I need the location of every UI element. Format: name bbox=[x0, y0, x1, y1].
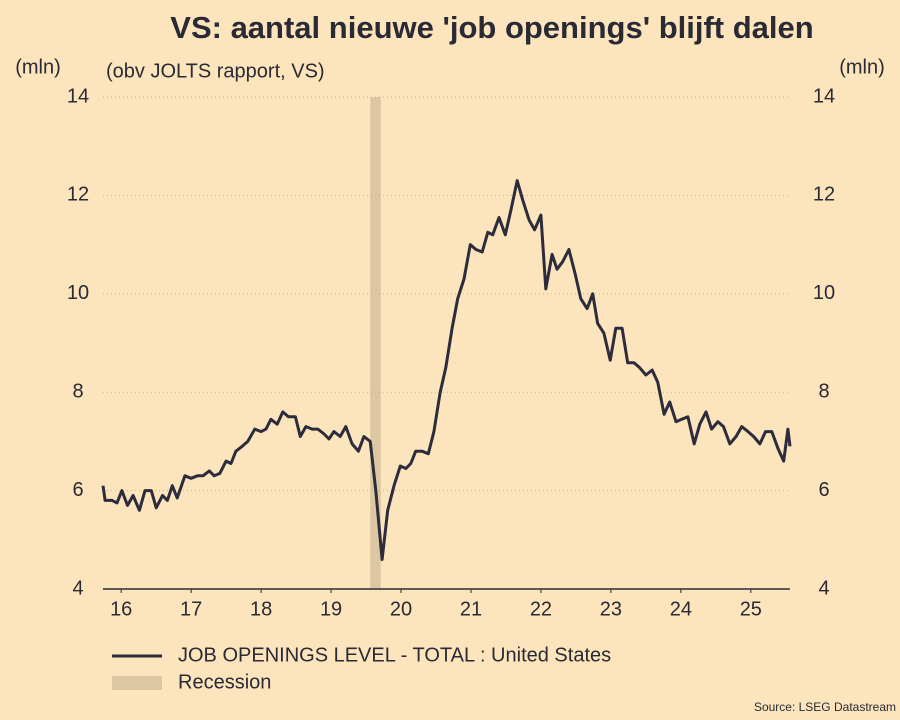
y2-axis-label: (mln) bbox=[839, 56, 885, 78]
legend-label: JOB OPENINGS LEVEL - TOTAL : United Stat… bbox=[178, 644, 611, 666]
x-tick-label: 17 bbox=[180, 598, 202, 620]
y2-tick-label: 14 bbox=[813, 85, 835, 107]
legend-label: Recession bbox=[178, 671, 271, 693]
y-tick-label: 8 bbox=[72, 380, 83, 402]
y2-tick-label: 8 bbox=[818, 380, 829, 402]
y-axis-label: (mln) bbox=[15, 56, 61, 78]
y2-tick-label: 10 bbox=[813, 282, 835, 304]
data-line bbox=[101, 179, 792, 561]
x-tick-label: 24 bbox=[670, 598, 692, 620]
y-tick-label: 14 bbox=[67, 85, 89, 107]
x-tick-label: 21 bbox=[460, 598, 482, 620]
x-tick-label: 19 bbox=[320, 598, 342, 620]
x-tick-label: 23 bbox=[600, 598, 622, 620]
chart-subtitle: (obv JOLTS rapport, VS) bbox=[106, 60, 325, 82]
legend-swatch bbox=[112, 676, 162, 690]
x-tick-label: 22 bbox=[530, 598, 552, 620]
y2-tick-label: 6 bbox=[818, 479, 829, 501]
y-tick-label: 10 bbox=[67, 282, 89, 304]
x-tick-label: 16 bbox=[110, 598, 132, 620]
recession-band bbox=[370, 97, 381, 589]
y-tick-label: 12 bbox=[67, 184, 89, 206]
x-tick-label: 18 bbox=[250, 598, 272, 620]
y2-tick-label: 4 bbox=[818, 577, 829, 599]
y-tick-label: 4 bbox=[72, 577, 83, 599]
x-tick-label: 25 bbox=[740, 598, 762, 620]
y2-tick-label: 12 bbox=[813, 184, 835, 206]
y-tick-label: 6 bbox=[72, 479, 83, 501]
x-tick-label: 20 bbox=[390, 598, 412, 620]
chart-title: VS: aantal nieuwe 'job openings' blijft … bbox=[170, 10, 813, 45]
source: Source: LSEG Datastream bbox=[754, 700, 896, 714]
